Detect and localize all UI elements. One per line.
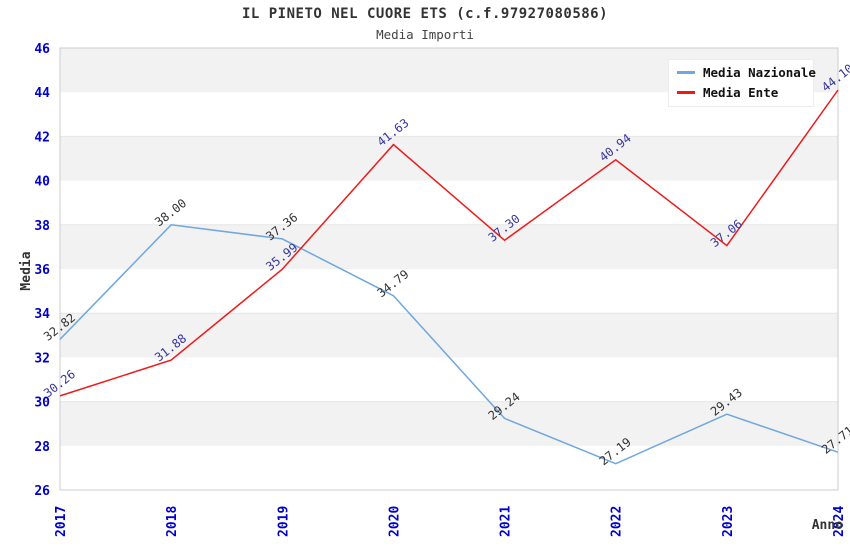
x-axis-title: Anno xyxy=(812,518,843,533)
grid-band xyxy=(60,313,838,358)
series-line-1 xyxy=(59,89,839,397)
x-tick-label: 2019 xyxy=(276,506,291,537)
y-tick-label: 42 xyxy=(34,130,50,145)
grid-band xyxy=(60,401,838,446)
y-tick-label: 38 xyxy=(34,219,50,234)
x-tick-label: 2021 xyxy=(499,506,514,537)
chart-legend: Media Nazionale Media Ente xyxy=(668,59,816,107)
legend-label: Media Ente xyxy=(703,85,779,100)
y-tick-label: 40 xyxy=(34,175,50,190)
media-nazionale-line-swatch-icon xyxy=(677,71,695,74)
legend-item-media-nazionale: Media Nazionale xyxy=(677,65,816,80)
y-axis-title: Media xyxy=(19,251,34,290)
y-tick-label: 28 xyxy=(34,440,50,455)
plot-border xyxy=(59,47,839,491)
x-tick-label: 2024 xyxy=(832,506,847,537)
chart-title: IL PINETO NEL CUORE ETS (c.f.97927080586… xyxy=(241,6,609,22)
series-line-0 xyxy=(59,224,839,465)
legend-label: Media Nazionale xyxy=(703,65,816,80)
grid-band xyxy=(60,136,838,181)
media-ente-line-swatch-icon xyxy=(677,91,695,94)
y-tick-label: 26 xyxy=(34,484,50,499)
x-tick-label: 2020 xyxy=(387,506,402,537)
y-tick-label: 32 xyxy=(34,351,50,366)
chart-subtitle: Media Importi xyxy=(376,27,474,42)
x-tick-label: 2023 xyxy=(721,506,736,537)
x-tick-label: 2017 xyxy=(54,506,69,537)
y-tick-label: 34 xyxy=(34,307,50,322)
y-tick-label: 44 xyxy=(34,86,50,101)
x-tick-label: 2018 xyxy=(165,506,180,537)
y-tick-label: 30 xyxy=(34,396,50,411)
x-tick-label: 2022 xyxy=(610,506,625,537)
legend-item-media-ente: Media Ente xyxy=(677,85,805,100)
y-tick-label: 36 xyxy=(34,263,50,278)
y-tick-label: 46 xyxy=(34,42,50,57)
